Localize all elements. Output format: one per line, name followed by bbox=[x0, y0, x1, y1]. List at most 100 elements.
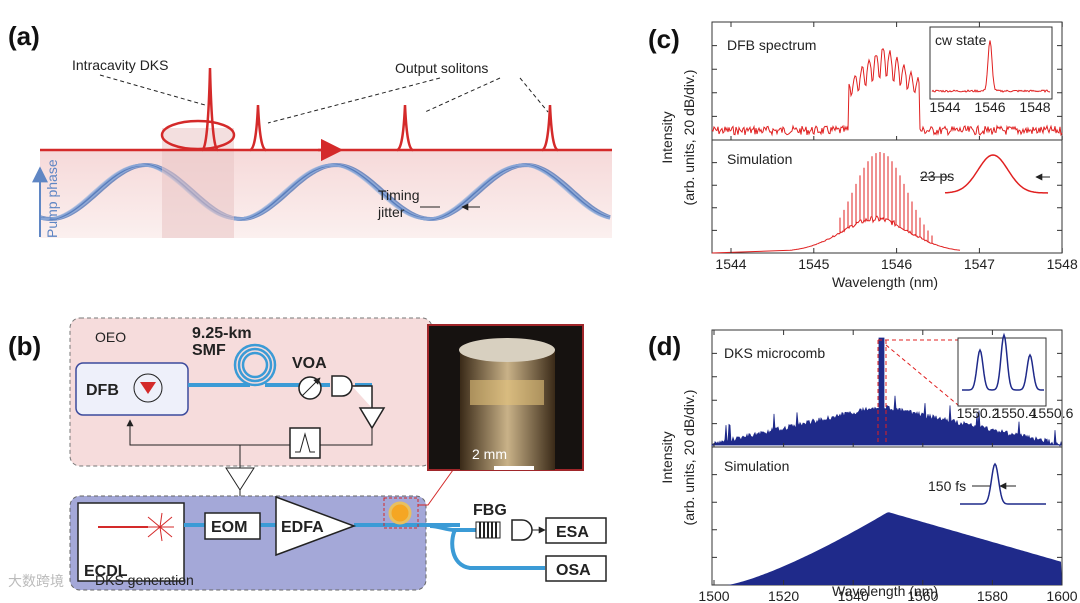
spectrum bbox=[711, 152, 961, 254]
detector bbox=[511, 519, 533, 541]
spectrum bbox=[711, 48, 1063, 137]
tick bbox=[712, 352, 1062, 476]
inset-tick-label: 1544 bbox=[929, 99, 960, 115]
detector bbox=[331, 375, 353, 397]
x-tick-label: 1520 bbox=[768, 588, 799, 603]
laser-burst bbox=[146, 512, 174, 542]
feedback bbox=[130, 420, 373, 446]
inset-frame bbox=[929, 26, 1053, 100]
tick bbox=[712, 376, 1062, 503]
annotation: Timing bbox=[378, 187, 420, 203]
laser-icon bbox=[140, 382, 156, 394]
block-label: 9.25-km bbox=[192, 325, 252, 342]
tick bbox=[712, 399, 1062, 531]
trace-label: Simulation bbox=[724, 458, 789, 474]
x-tick-label: 1546 bbox=[881, 256, 912, 272]
trace-label: DFB spectrum bbox=[727, 37, 816, 53]
tick bbox=[712, 68, 1062, 186]
x-tick-label: 1540 bbox=[838, 588, 869, 603]
ring-marker bbox=[383, 497, 419, 529]
tick bbox=[712, 423, 1062, 558]
x-tick-label: 1500 bbox=[698, 588, 729, 603]
block-label: OSA bbox=[556, 562, 591, 579]
tick bbox=[712, 92, 1062, 209]
inset-title: cw state bbox=[935, 32, 987, 48]
inset-frame bbox=[957, 337, 1047, 407]
ecdl-box bbox=[77, 502, 185, 582]
panel-c: (c) DFB spectrum Simulation cw state 23 … bbox=[648, 21, 1078, 290]
block-label: EDFA bbox=[281, 519, 324, 536]
x-tick-label: 1580 bbox=[977, 588, 1008, 603]
inset-trace bbox=[931, 40, 1051, 93]
block-label: ESA bbox=[556, 524, 589, 541]
laser-icon bbox=[133, 373, 163, 403]
trace-label: DKS microcomb bbox=[724, 345, 825, 361]
block-label: SMF bbox=[192, 342, 226, 359]
amplifier bbox=[352, 385, 386, 430]
plot-frame bbox=[711, 21, 1063, 254]
x-tick-label: 1547 bbox=[964, 256, 995, 272]
trace-label: Simulation bbox=[727, 151, 792, 167]
x-tick-label: 1544 bbox=[715, 256, 746, 272]
fiber-coil bbox=[233, 343, 277, 387]
pulse bbox=[960, 462, 1046, 505]
y-axis-label: Intensity bbox=[659, 111, 675, 163]
pump-waves bbox=[39, 162, 611, 222]
tick bbox=[712, 115, 1062, 231]
x-axis-label: Wavelength (nm) bbox=[832, 274, 938, 290]
osa-box bbox=[545, 555, 607, 582]
axis-label: Pump phase bbox=[44, 159, 60, 238]
inset-tick-label: 1550.2 bbox=[957, 405, 1000, 421]
panel-d: (d) DKS microcomb Simulation 150 fs Wave… bbox=[648, 329, 1078, 603]
inset-tick-label: 1550.4 bbox=[994, 405, 1037, 421]
x-tick-label: 1560 bbox=[907, 588, 938, 603]
block-label: ECDL bbox=[84, 563, 128, 580]
spectrum bbox=[727, 512, 1062, 585]
x-tick-label: 1545 bbox=[798, 256, 829, 272]
panel-label: (c) bbox=[648, 24, 680, 54]
watermark: 大数跨境 bbox=[8, 573, 64, 589]
device-image bbox=[459, 338, 555, 362]
y-axis-label: Intensity bbox=[659, 431, 675, 483]
x-tick-label: 1548 bbox=[1047, 256, 1078, 272]
y-axis-label: (arb. units, 20 dB/div.) bbox=[681, 390, 697, 526]
device-image bbox=[470, 380, 544, 405]
panel-a: (a) Intracavity DKS Output solitons Pump… bbox=[8, 21, 612, 238]
pump-wave bbox=[39, 163, 611, 221]
shape bbox=[237, 347, 273, 383]
block-label: EOM bbox=[211, 519, 247, 536]
pulse-label: 23 ps bbox=[920, 168, 954, 184]
inset-trace bbox=[962, 332, 1044, 391]
block-label: FBG bbox=[473, 502, 507, 519]
block-label: OEO bbox=[95, 329, 126, 345]
shape bbox=[233, 343, 277, 387]
filter-icon bbox=[295, 432, 315, 453]
solitons bbox=[201, 67, 559, 152]
annotation: Output solitons bbox=[395, 60, 488, 76]
tick bbox=[712, 45, 1062, 164]
annotation: jitter bbox=[377, 204, 405, 220]
block-label: VOA bbox=[292, 355, 327, 372]
esa-box bbox=[545, 517, 607, 544]
eom-box bbox=[204, 512, 261, 540]
spectrum bbox=[711, 337, 1063, 448]
inset-tick-label: 1550.6 bbox=[1031, 405, 1074, 421]
block-label: DFB bbox=[86, 382, 119, 399]
panel-label: (d) bbox=[648, 331, 681, 361]
block-label: DKS generation bbox=[95, 572, 194, 588]
inset-tick-label: 1546 bbox=[974, 99, 1005, 115]
zoom-lines bbox=[877, 339, 959, 445]
voa-arrow bbox=[301, 377, 321, 397]
pulse-label: 150 fs bbox=[928, 478, 966, 494]
shape bbox=[241, 351, 269, 379]
fbg-lines bbox=[479, 522, 497, 538]
y-axis-label: (arb. units, 20 dB/div.) bbox=[681, 70, 697, 206]
x-axis-label: Wavelength (nm) bbox=[832, 583, 938, 599]
panel-label: (a) bbox=[8, 21, 40, 51]
edfa bbox=[275, 495, 357, 557]
microresonator bbox=[388, 501, 412, 525]
scale-label: 2 mm bbox=[472, 446, 507, 462]
pointer-lines bbox=[99, 74, 549, 124]
x-tick-label: 1600 bbox=[1046, 588, 1077, 603]
